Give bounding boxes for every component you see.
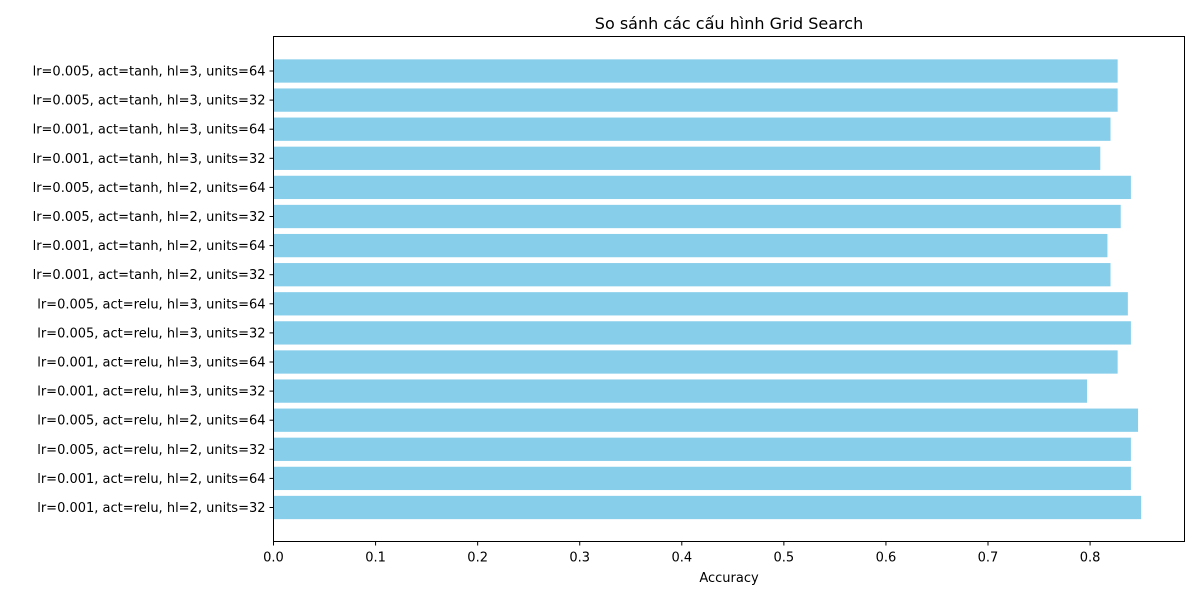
y-tick-label: lr=0.001, act=relu, hl=3, units=64 <box>37 356 265 371</box>
bar <box>273 233 1108 258</box>
x-tick-label: 0.1 <box>365 551 386 566</box>
bar <box>273 321 1131 345</box>
y-tick-label: lr=0.005, act=tanh, hl=3, units=32 <box>33 94 266 109</box>
x-tick-label: 0.0 <box>263 551 284 566</box>
x-tick-label: 0.5 <box>774 551 795 566</box>
bar <box>273 59 1118 83</box>
bar <box>273 117 1111 141</box>
bar <box>273 146 1101 170</box>
chart-title: So sánh các cấu hình Grid Search <box>595 14 863 33</box>
y-tick-label: lr=0.005, act=tanh, hl=2, units=64 <box>33 181 266 196</box>
bar <box>273 437 1131 461</box>
y-tick-label: lr=0.005, act=tanh, hl=2, units=32 <box>33 210 266 225</box>
x-tick-label: 0.8 <box>1080 551 1101 566</box>
x-tick-label: 0.3 <box>569 551 590 566</box>
y-tick-label: lr=0.001, act=tanh, hl=3, units=32 <box>33 152 266 167</box>
y-tick-labels: lr=0.001, act=relu, hl=2, units=32 lr=0.0… <box>33 65 274 516</box>
x-tick-label: 0.2 <box>467 551 488 566</box>
bar <box>273 408 1139 432</box>
bar <box>273 88 1118 112</box>
bar <box>273 379 1088 403</box>
bar <box>273 175 1131 200</box>
x-tick-label: 0.7 <box>978 551 999 566</box>
x-tick-label: 0.4 <box>671 551 692 566</box>
bars-group <box>273 59 1142 520</box>
x-axis-label: Accuracy <box>699 571 759 586</box>
y-tick-label: lr=0.005, act=relu, hl=2, units=32 <box>37 443 265 458</box>
y-tick-label: lr=0.001, act=tanh, hl=3, units=64 <box>33 123 266 138</box>
y-tick-label: lr=0.005, act=tanh, hl=3, units=64 <box>33 65 266 80</box>
bar <box>273 350 1118 374</box>
y-tick-label: lr=0.001, act=relu, hl=3, units=32 <box>37 385 265 400</box>
bar <box>273 292 1128 316</box>
y-tick-label: lr=0.001, act=tanh, hl=2, units=32 <box>33 268 266 283</box>
plot-frame <box>273 36 1185 542</box>
bar <box>273 204 1121 229</box>
bar <box>273 263 1111 287</box>
y-tick-label: lr=0.005, act=relu, hl=3, units=64 <box>37 297 265 312</box>
y-tick-label: lr=0.001, act=relu, hl=2, units=32 <box>37 501 265 516</box>
y-tick-label: lr=0.005, act=relu, hl=3, units=32 <box>37 326 265 341</box>
bar <box>273 466 1131 491</box>
y-tick-label: lr=0.001, act=tanh, hl=2, units=64 <box>33 239 266 254</box>
bar <box>273 495 1142 520</box>
y-tick-label: lr=0.005, act=relu, hl=2, units=64 <box>37 414 265 429</box>
x-tick-label: 0.6 <box>876 551 897 566</box>
y-tick-label: lr=0.001, act=relu, hl=2, units=64 <box>37 472 265 487</box>
x-ticks: 0.0 0.1 0.2 0.3 0.4 0.5 0.6 0.7 0.8 <box>263 541 1101 566</box>
